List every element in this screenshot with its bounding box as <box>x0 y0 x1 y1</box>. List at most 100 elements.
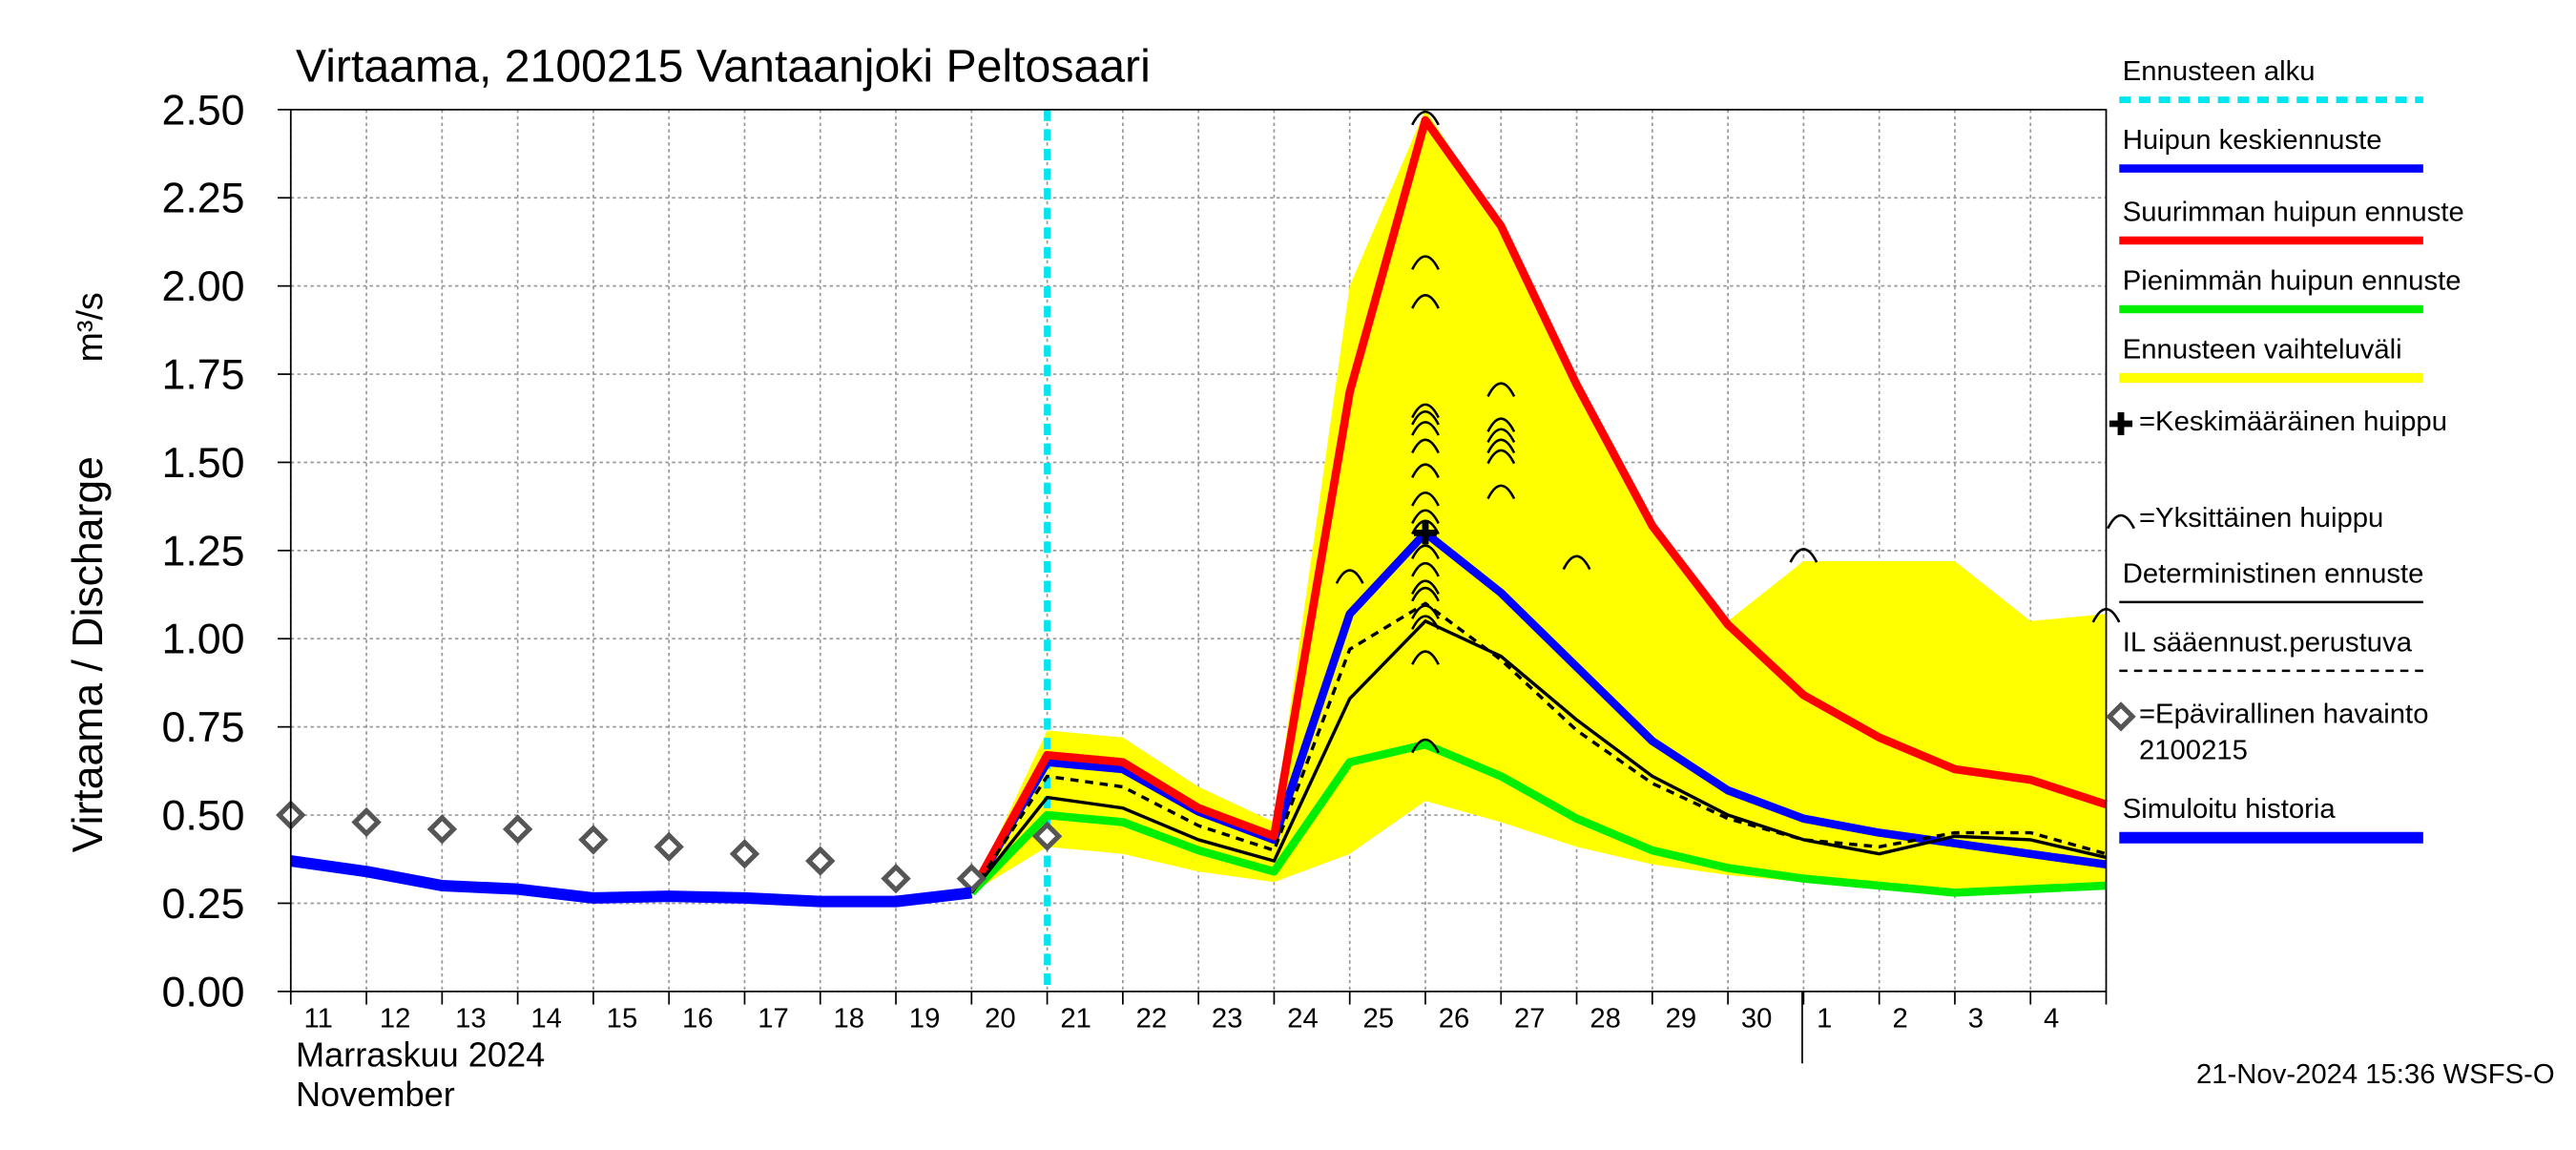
legend-label-box: Ennusteen vaihteluväli <box>2122 333 2402 366</box>
legend-label-box: Suurimman huipun ennuste <box>2123 197 2464 228</box>
y-tick-label: 1.75 <box>161 352 244 399</box>
y-tick-label: 0.75 <box>161 704 244 751</box>
observation <box>805 846 836 876</box>
x-tick-label: 11 <box>304 1004 333 1035</box>
observation <box>578 825 609 855</box>
peak-marker <box>1486 438 1516 454</box>
x-tick-label: 3 <box>1968 1004 1984 1035</box>
x-tick-label: 13 <box>455 1004 487 1035</box>
legend-label: Ennusteen vaihteluväli <box>2122 333 2402 366</box>
observation <box>502 814 533 845</box>
observation <box>654 831 684 862</box>
legend: Ennusteen alku Huipun keskiennuste Suurimm… <box>2106 55 2464 844</box>
x-tick-label: 25 <box>1362 1004 1394 1035</box>
x-tick-label: 29 <box>1666 1004 1697 1035</box>
x-tick-label: 30 <box>1741 1004 1773 1035</box>
peak-marker <box>1486 417 1516 432</box>
observation <box>881 863 911 894</box>
observation <box>1031 821 1063 851</box>
legend-label: Ennusteen alku <box>2122 55 2316 87</box>
peak-marker <box>1486 484 1516 500</box>
peak-marker <box>1411 294 1440 309</box>
y-tick-label: 1.00 <box>161 617 244 663</box>
x-tick-label: 26 <box>1439 1004 1470 1035</box>
peak-marker <box>1411 586 1440 602</box>
series-line <box>289 855 973 908</box>
series-line <box>969 601 2107 894</box>
series-line <box>969 619 2107 894</box>
legend-label-box: =Keskimääräinen huippu <box>2138 406 2448 437</box>
x-tick-label: 1 <box>1817 1004 1832 1035</box>
legend-marker <box>2107 513 2135 530</box>
peak-marker <box>1411 604 1440 619</box>
y-tick-label: 0.00 <box>161 969 244 1015</box>
series-layer <box>276 109 2121 992</box>
chart-title: Virtaama, 2100215 Vantaanjoki Peltosaari <box>296 41 1151 93</box>
peak-marker <box>1411 650 1440 665</box>
x-tick-label: 4 <box>2044 1004 2059 1035</box>
peak-marker <box>1411 579 1440 595</box>
peak-marker <box>1335 569 1364 584</box>
peak-marker <box>1411 738 1440 754</box>
x-tick-label: 22 <box>1136 1004 1168 1035</box>
legend-label-box: =Yksittäinen huippu <box>2138 502 2384 533</box>
peak-marker <box>1486 428 1516 444</box>
x-tick-label: 23 <box>1212 1004 1243 1035</box>
legend-label-box: Deterministinen ennuste <box>2122 557 2424 590</box>
x-tick-label: 14 <box>530 1004 562 1035</box>
x-tick-label: 20 <box>985 1004 1016 1035</box>
legend-label-box: Huipun keskiennuste <box>2123 124 2382 156</box>
legend-marker <box>2109 412 2133 435</box>
legend-label: =Yksittäinen huippu <box>2138 502 2384 533</box>
y-tick-label: 1.25 <box>161 528 244 575</box>
legend-marker <box>2106 701 2136 732</box>
y-axis-unit: m³/s <box>71 292 111 362</box>
y-tick-label: 2.25 <box>161 176 244 222</box>
legend-label-box: IL sääennust.perustuva <box>2122 626 2412 659</box>
timestamp: 21-Nov-2024 15:36 WSFS-O <box>2196 1059 2555 1090</box>
x-tick-label: 12 <box>380 1004 411 1035</box>
x-tick-label: 15 <box>607 1004 638 1035</box>
peak-marker <box>1411 463 1440 479</box>
y-tick-label: 0.25 <box>161 881 244 928</box>
legend-label: Deterministinen ennuste <box>2122 557 2424 590</box>
range-band <box>971 109 2107 897</box>
series-line <box>967 529 2108 895</box>
y-tick-label: 0.50 <box>161 793 244 840</box>
peak-marker <box>1411 421 1440 436</box>
peak-marker <box>1562 554 1591 571</box>
x-tick-label: 21 <box>1060 1004 1091 1035</box>
series-line <box>968 740 2107 897</box>
observation <box>956 863 987 894</box>
plot-area: 0.00 0.25 0.50 0.75 1.00 1.25 1.50 1.75 2.00 2.25… <box>161 87 2108 1035</box>
peak-marker <box>1411 544 1440 560</box>
y-axis-label: Virtaama / Discharge <box>65 456 112 852</box>
peak-marker <box>1411 410 1440 426</box>
peak-marker <box>1486 449 1516 465</box>
x-tick-label: 17 <box>758 1004 789 1035</box>
peak-marker <box>1411 561 1440 577</box>
x-tick-label: 2 <box>1892 1004 1907 1035</box>
legend-label-box: Simuloitu historia <box>2123 793 2336 825</box>
legend-label-box: Ennusteen alku <box>2122 55 2316 87</box>
x-tick-label: 28 <box>1589 1004 1621 1035</box>
legend-label: =Keskimääräinen huippu <box>2138 406 2448 437</box>
x-tick-label: 19 <box>909 1004 941 1035</box>
mean-peak-marker <box>1413 521 1438 545</box>
observation <box>426 814 458 845</box>
x-tick-label: 24 <box>1287 1004 1319 1035</box>
month-label-en: November <box>296 1075 455 1114</box>
peak-marker <box>1789 548 1818 563</box>
observation <box>729 839 760 869</box>
legend-label: IL sääennust.perustuva <box>2122 626 2412 659</box>
peak-marker <box>1411 509 1440 525</box>
month-label: Marraskuu 2024 <box>296 1035 545 1075</box>
peak-marker <box>1486 382 1516 397</box>
x-tick-label: 18 <box>834 1004 865 1035</box>
series-line <box>967 115 2108 895</box>
legend-label-box: =Epävirallinen havainto 2100215 <box>2139 699 2429 765</box>
legend-label-box: Pienimmän huipun ennuste <box>2123 265 2462 297</box>
